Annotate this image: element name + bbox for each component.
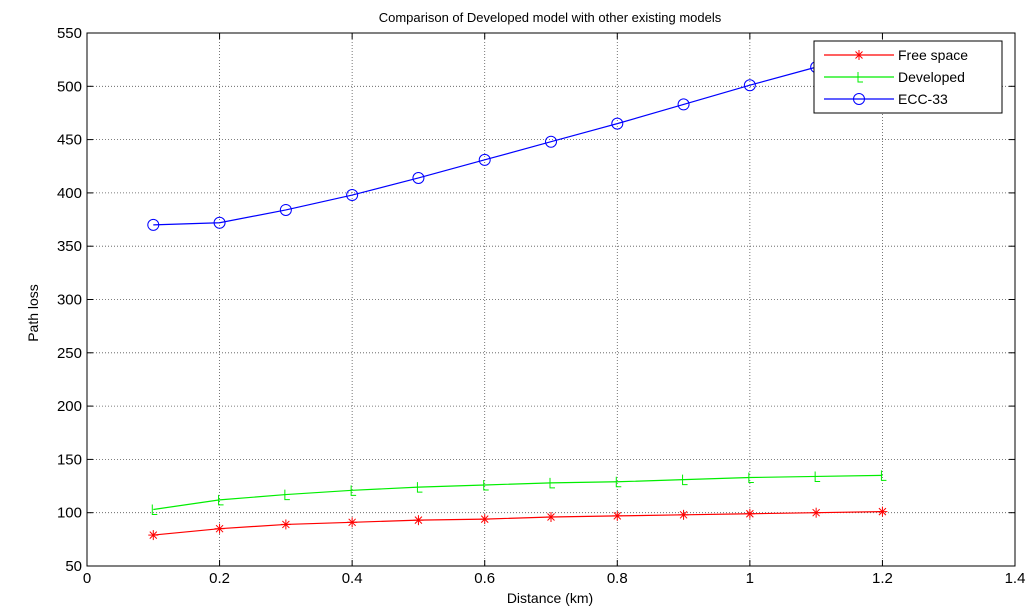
y-tick-label: 50 bbox=[65, 558, 82, 575]
data-point-free-space bbox=[148, 530, 159, 541]
data-point-free-space bbox=[612, 510, 623, 521]
data-point-developed bbox=[880, 470, 887, 481]
data-point-free-space bbox=[546, 511, 556, 522]
data-point-developed bbox=[814, 471, 821, 482]
data-point-ecc-33 bbox=[279, 203, 292, 216]
data-point-developed bbox=[549, 477, 555, 489]
y-tick-label: 200 bbox=[57, 398, 82, 415]
data-point-developed bbox=[416, 482, 423, 493]
series-line-developed bbox=[153, 474, 883, 511]
x-tick-label: 0.2 bbox=[209, 570, 230, 587]
legend-marker-ecc-33 bbox=[853, 93, 865, 105]
x-tick-label: 0.8 bbox=[607, 570, 628, 587]
x-tick-label: 0.6 bbox=[474, 570, 495, 587]
data-point-ecc-33 bbox=[412, 171, 425, 184]
x-axis: 0 0.2 0.4 0.6 0.8 1 1.2 1.4 bbox=[83, 33, 1026, 587]
legend-label-free-space: Free space bbox=[898, 47, 968, 63]
x-axis-label: Distance (km) bbox=[507, 590, 593, 606]
chart-title: Comparison of Developed model with other… bbox=[379, 10, 722, 25]
data-point-free-space bbox=[347, 517, 358, 528]
data-point-developed bbox=[483, 479, 489, 491]
y-tick-label: 500 bbox=[57, 78, 82, 95]
y-tick-label: 100 bbox=[57, 505, 82, 522]
data-point-free-space bbox=[280, 519, 291, 530]
y-tick-label: 550 bbox=[57, 25, 82, 42]
legend-marker-free-space bbox=[854, 50, 864, 60]
x-tick-label: 0 bbox=[83, 570, 91, 587]
data-point-ecc-33 bbox=[677, 98, 690, 111]
series-ecc-33 bbox=[147, 41, 889, 231]
series-free-space bbox=[148, 506, 888, 541]
data-point-free-space bbox=[877, 506, 888, 517]
y-axis-label: Path loss bbox=[25, 284, 41, 342]
data-point-developed bbox=[350, 485, 357, 496]
data-point-free-space bbox=[214, 523, 225, 534]
data-point-free-space bbox=[678, 509, 689, 520]
data-point-developed bbox=[748, 472, 754, 484]
data-point-developed bbox=[284, 489, 290, 501]
x-tick-label: 1.4 bbox=[1005, 570, 1026, 587]
data-point-free-space bbox=[811, 507, 822, 518]
series-line-free-space bbox=[153, 511, 883, 536]
data-point-ecc-33 bbox=[346, 189, 359, 202]
legend-marker-developed bbox=[857, 72, 863, 83]
legend-label-developed: Developed bbox=[898, 69, 965, 85]
y-tick-label: 350 bbox=[57, 238, 82, 255]
x-tick-label: 0.4 bbox=[342, 570, 363, 587]
series-layer bbox=[147, 41, 889, 541]
x-tick-label: 1.2 bbox=[872, 570, 893, 587]
data-point-developed bbox=[615, 476, 622, 488]
data-point-ecc-33 bbox=[743, 79, 756, 92]
y-tick-label: 400 bbox=[57, 185, 82, 202]
y-tick-label: 450 bbox=[57, 132, 82, 149]
data-point-free-space bbox=[744, 508, 755, 519]
x-tick-label: 1 bbox=[746, 570, 754, 587]
data-point-free-space bbox=[413, 515, 424, 526]
data-point-ecc-33 bbox=[147, 218, 160, 231]
data-point-developed bbox=[151, 504, 158, 516]
y-tick-label: 250 bbox=[57, 345, 82, 362]
y-axis: 50 100 150 200 250 300 350 400 450 500 550 bbox=[57, 25, 1015, 575]
series-line-ecc-33 bbox=[153, 47, 883, 226]
data-point-ecc-33 bbox=[611, 117, 624, 130]
data-point-ecc-33 bbox=[478, 153, 491, 166]
data-point-developed bbox=[682, 474, 688, 486]
y-tick-label: 300 bbox=[57, 292, 82, 309]
series-developed bbox=[151, 470, 887, 516]
data-point-free-space bbox=[479, 514, 490, 525]
y-tick-label: 150 bbox=[57, 451, 82, 468]
data-point-ecc-33 bbox=[213, 216, 226, 229]
data-point-developed bbox=[218, 494, 224, 506]
legend: Free space Developed ECC-33 bbox=[813, 40, 1003, 114]
legend-label-ecc-33: ECC-33 bbox=[898, 91, 948, 107]
data-point-ecc-33 bbox=[545, 135, 557, 148]
